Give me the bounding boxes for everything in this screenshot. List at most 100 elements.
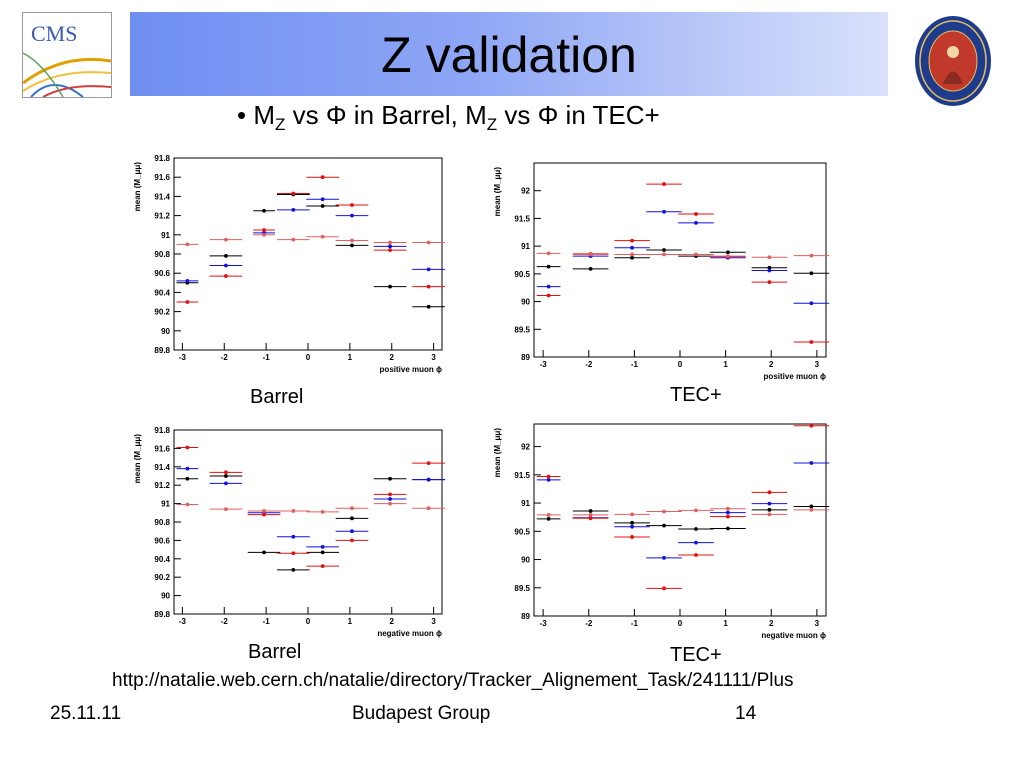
- data-point-blue: [320, 197, 325, 202]
- data-point-pink: [588, 513, 593, 517]
- x-tick-label: -1: [631, 619, 639, 628]
- data-point-black: [262, 550, 266, 555]
- x-tick-label: 1: [348, 617, 353, 626]
- data-point-pink: [262, 509, 266, 513]
- data-point-blue: [630, 524, 634, 529]
- data-point-pink: [546, 513, 551, 517]
- y-tick-label: 89.8: [154, 346, 170, 355]
- data-point-blue: [320, 544, 325, 549]
- data-point-black: [320, 204, 325, 208]
- x-tick-label: 2: [390, 617, 395, 626]
- data-point-red: [546, 293, 551, 298]
- x-tick-label: -3: [179, 353, 187, 362]
- data-point-blue: [809, 301, 814, 306]
- y-tick-label: 89.5: [514, 325, 530, 334]
- data-point-blue: [767, 501, 772, 506]
- data-point-red: [350, 203, 354, 207]
- data-point-red: [291, 551, 296, 556]
- data-point-red: [320, 564, 325, 569]
- data-point-black: [546, 516, 551, 521]
- data-point-pink: [809, 253, 814, 258]
- data-point-black: [350, 516, 354, 521]
- data-point-blue: [662, 209, 666, 214]
- data-point-blue: [291, 534, 296, 539]
- data-point-pink: [291, 237, 296, 242]
- y-tick-label: 90.8: [154, 518, 170, 527]
- data-point-black: [726, 526, 730, 531]
- y-tick-label: 90.5: [514, 270, 530, 279]
- title-bar: Z validation: [130, 12, 888, 96]
- data-point-red: [767, 490, 772, 495]
- data-point-black: [185, 476, 190, 481]
- data-point-red: [662, 182, 666, 186]
- data-point-red: [694, 553, 698, 557]
- data-point-pink: [662, 252, 666, 257]
- data-point-red: [224, 470, 228, 475]
- data-point-pink: [694, 508, 698, 513]
- data-point-blue: [350, 213, 354, 218]
- data-point-blue: [388, 497, 392, 501]
- data-point-blue: [546, 478, 551, 482]
- y-tick-label: 91.2: [154, 481, 170, 490]
- data-point-black: [662, 248, 666, 252]
- data-point-red: [662, 586, 666, 591]
- x-tick-label: 3: [815, 360, 820, 369]
- y-tick-label: 92: [521, 187, 530, 196]
- data-point-red: [767, 280, 772, 285]
- data-point-blue: [546, 284, 551, 289]
- data-point-blue: [388, 244, 392, 249]
- x-tick-label: 3: [431, 353, 436, 362]
- bullet-text-2: vs Φ in Barrel, M: [285, 100, 487, 130]
- y-tick-label: 91.6: [154, 173, 170, 182]
- y-tick-label: 91.8: [154, 426, 170, 435]
- data-point-pink: [662, 509, 666, 514]
- data-point-blue: [694, 540, 698, 545]
- y-tick-label: 90: [521, 298, 530, 307]
- chart-barrel-positive: 89.8 90 90.2 90.4 90.6 90.8 91 91.2 91.4 91.6 91.8…: [133, 154, 445, 374]
- data-point-pink: [726, 254, 730, 259]
- data-point-blue: [291, 207, 296, 212]
- x-tick-label: 2: [769, 619, 774, 628]
- x-tick-label: -2: [585, 619, 593, 628]
- data-point-black: [809, 271, 814, 276]
- x-tick-label: 3: [815, 619, 820, 628]
- x-tick-label: -3: [540, 360, 548, 369]
- data-point-black: [291, 567, 296, 572]
- data-point-black: [262, 208, 266, 213]
- data-point-red: [185, 300, 190, 304]
- y-tick-label: 91: [161, 500, 170, 509]
- x-tick-label: -2: [585, 360, 593, 369]
- x-axis-label: negative muon ϕ: [761, 631, 826, 640]
- x-tick-label: 1: [723, 619, 728, 628]
- data-point-pink: [388, 501, 392, 506]
- data-point-pink: [350, 238, 354, 243]
- data-point-black: [546, 264, 551, 269]
- y-tick-label: 91.4: [154, 192, 170, 201]
- data-point-red: [291, 191, 296, 196]
- y-tick-label: 90.5: [514, 527, 530, 536]
- cms-logo: CMS: [22, 12, 112, 98]
- y-tick-label: 90.2: [154, 573, 170, 582]
- x-tick-label: 2: [390, 353, 395, 362]
- data-point-blue: [630, 245, 634, 250]
- data-point-black: [426, 304, 431, 309]
- y-tick-label: 90.8: [154, 250, 170, 259]
- data-point-black: [350, 243, 354, 248]
- x-tick-label: -2: [221, 617, 229, 626]
- y-axis-label: mean (M_μμ): [133, 162, 142, 212]
- x-tick-label: -1: [631, 360, 639, 369]
- data-point-pink: [350, 506, 354, 511]
- y-tick-label: 89.8: [154, 610, 170, 619]
- x-axis-label: positive muon ϕ: [380, 365, 442, 374]
- x-tick-label: -2: [221, 353, 229, 362]
- footer-date: 25.11.11: [50, 703, 122, 724]
- bullet-dot: •: [237, 100, 254, 130]
- bullet-sub-1: Z: [275, 115, 286, 135]
- source-url[interactable]: http://natalie.web.cern.ch/natalie/direc…: [112, 670, 794, 691]
- data-point-blue: [350, 529, 354, 534]
- data-point-pink: [224, 507, 228, 512]
- data-point-red: [809, 340, 814, 344]
- x-axis-label: positive muon ϕ: [764, 372, 826, 381]
- caption-tec-top: TEC+: [670, 384, 722, 406]
- data-point-blue: [426, 267, 431, 272]
